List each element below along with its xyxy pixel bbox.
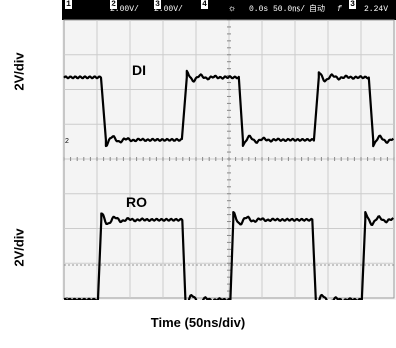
series-label-ro: RO <box>126 194 147 210</box>
y-axis-label-bottom: 2V/div <box>11 228 27 267</box>
scope-status-bar: 1 2 2.00V/ 3 2.00V/ 4 ☼ 0.0s 50.0㎱/ 自动 f… <box>62 0 396 20</box>
channel-2-scale: 2.00V/ <box>110 5 139 14</box>
trigger-channel-indicator: 3 <box>349 0 356 9</box>
channel-2-indicator: 2 <box>110 0 117 9</box>
series-label-di: DI <box>132 62 146 78</box>
trigger-level: 2.24V <box>364 5 389 14</box>
trace-di <box>63 69 395 148</box>
sun-trigger-icon: ☼ <box>229 4 236 15</box>
channel-1-indicator: 1 <box>65 0 72 9</box>
y-axis-label-top: 2V/div <box>11 52 27 91</box>
time-offset: 0.0s <box>249 5 269 14</box>
channel-marker: 2 <box>65 138 69 145</box>
trace-ro <box>63 211 394 300</box>
waveform-plot: 23 <box>63 19 395 300</box>
graticule <box>63 19 395 299</box>
channel-3-scale: 2.00V/ <box>154 5 183 14</box>
oscilloscope-screen: 1 2 2.00V/ 3 2.00V/ 4 ☼ 0.0s 50.0㎱/ 自动 f… <box>62 0 396 300</box>
channel-3-indicator: 3 <box>154 0 161 9</box>
trigger-slope: f <box>337 5 342 14</box>
acquire-mode: 自动 <box>309 5 325 14</box>
channel-marker: 3 <box>65 298 69 300</box>
time-scale: 50.0㎱/ <box>273 5 306 14</box>
traces: 23 <box>63 69 395 300</box>
channel-4-indicator: 4 <box>201 0 208 9</box>
x-axis-label: Time (50ns/div) <box>150 315 246 330</box>
